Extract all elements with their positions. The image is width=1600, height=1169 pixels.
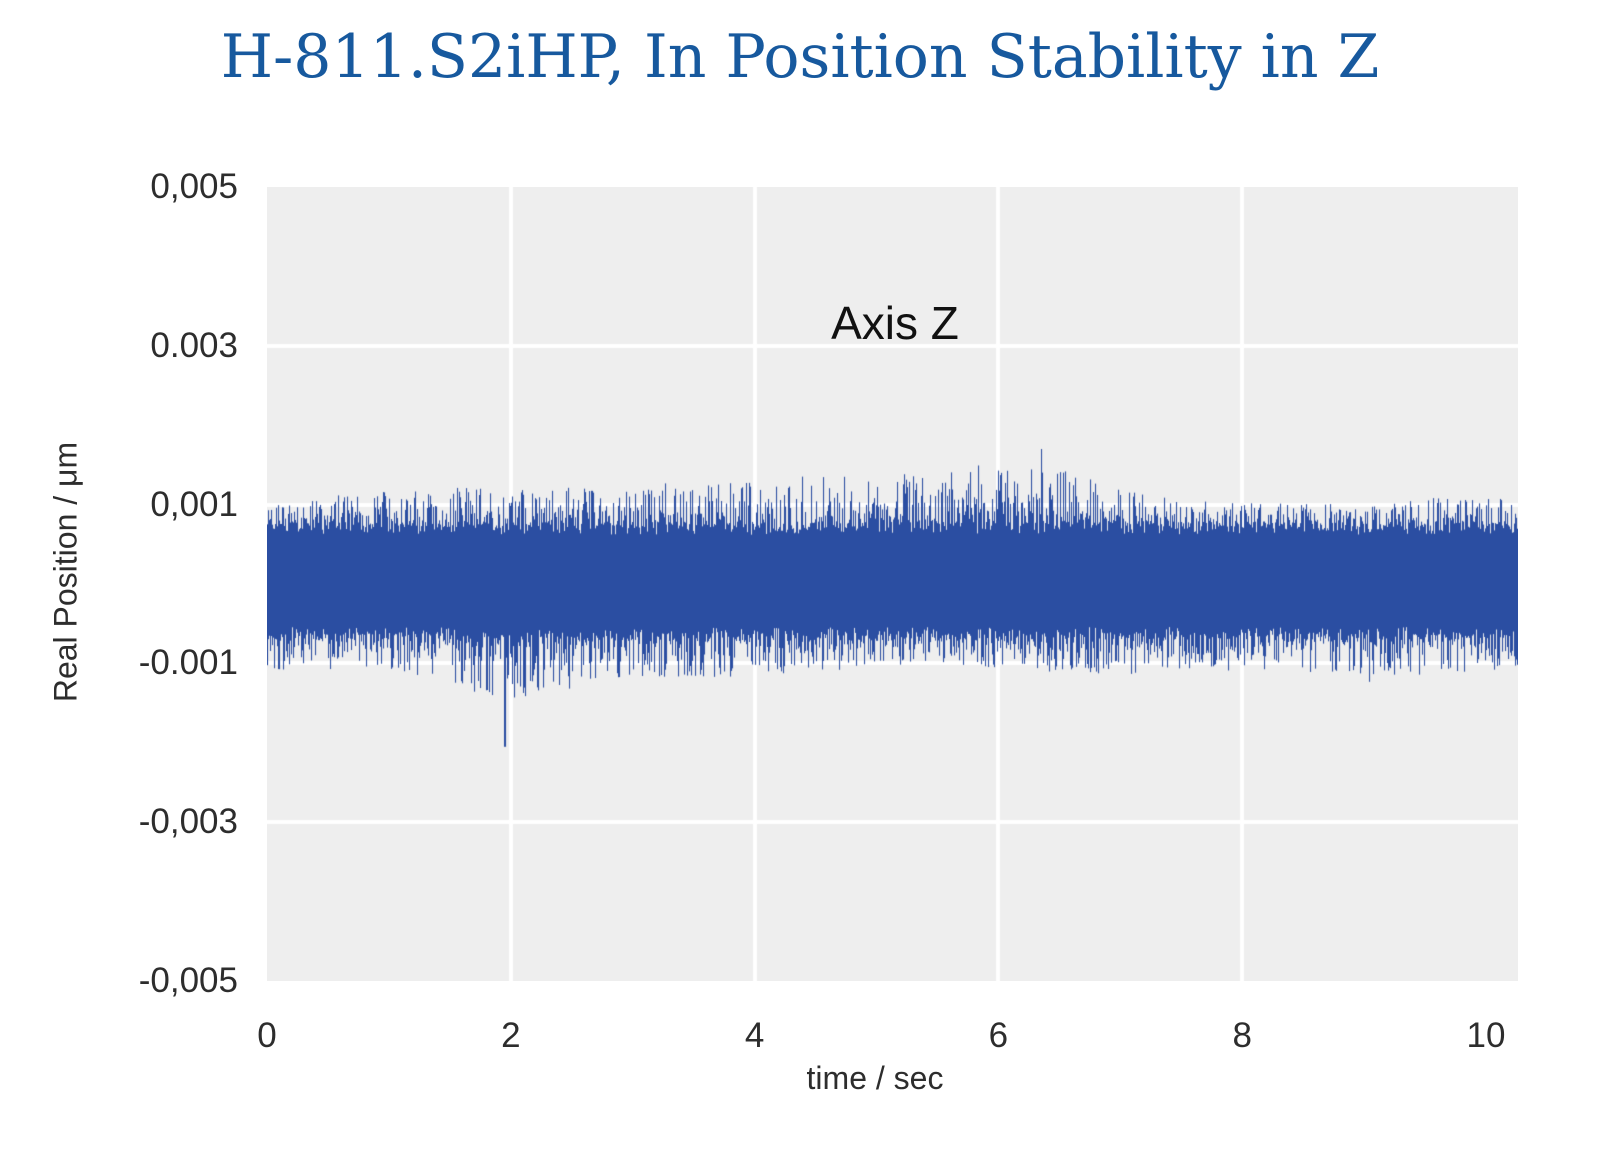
plot-area-canvas [267, 187, 1518, 981]
x-tick-label: 6 [988, 1016, 1009, 1055]
y-tick-label: -0,003 [138, 802, 238, 842]
y-tick-label: 0,001 [150, 484, 238, 524]
y-axis-label: Real Position / μm [47, 441, 84, 703]
chart-title: H-811.S2iHP, In Position Stability in Z [220, 22, 1380, 92]
x-tick-label: 2 [501, 1016, 521, 1055]
series-annotation: Axis Z [831, 297, 959, 349]
y-tick-label: 0,005 [150, 167, 238, 206]
x-tick-label: 10 [1466, 1016, 1506, 1055]
x-tick-label: 0 [257, 1016, 277, 1055]
y-tick-label: -0,005 [138, 961, 238, 1000]
y-tick-label: 0.003 [150, 325, 238, 365]
x-axis-label: time / sec [806, 1060, 944, 1096]
x-tick-label: 4 [744, 1016, 765, 1055]
y-tick-label: -0.001 [138, 643, 238, 683]
x-tick-label: 8 [1232, 1016, 1252, 1055]
